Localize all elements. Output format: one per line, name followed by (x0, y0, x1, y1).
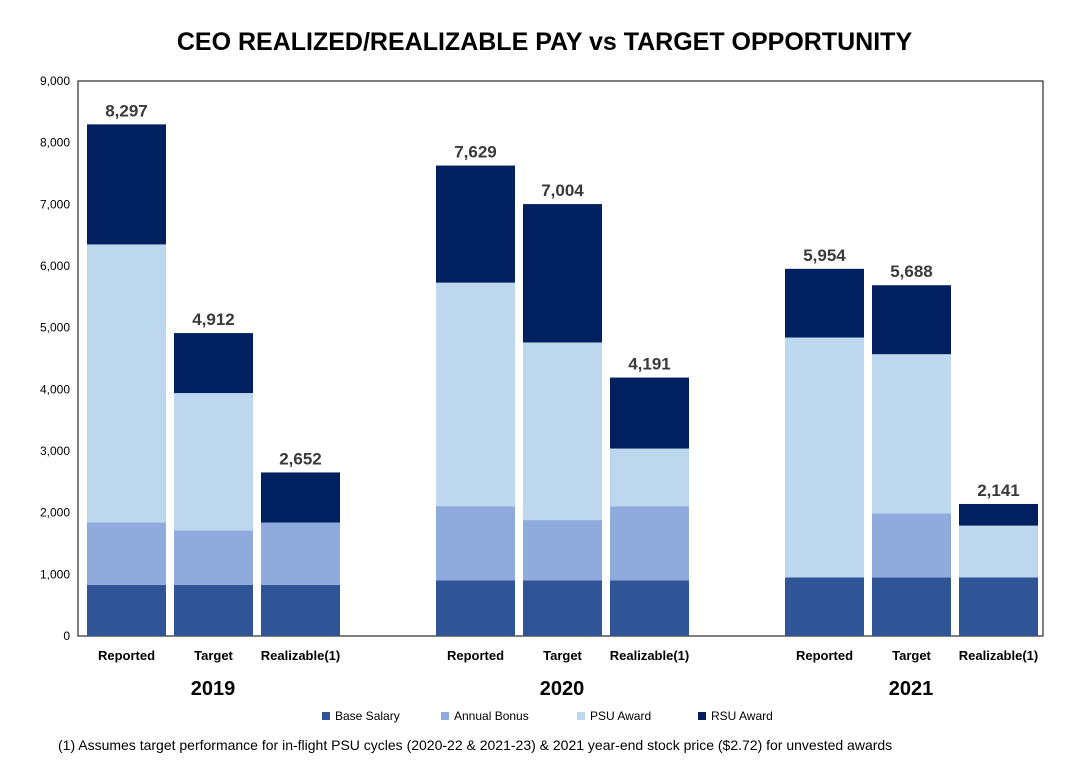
x-group-label: 2021 (889, 678, 934, 700)
chart-title: CEO REALIZED/REALIZABLE PAY vs TARGET OP… (176, 28, 913, 56)
y-tick-label: 1,000 (40, 567, 70, 581)
bar-segment-rsu-award (87, 124, 166, 245)
legend-label: Annual Bonus (454, 709, 529, 723)
bar-segment-rsu-award (436, 165, 515, 283)
bar-total-label: 4,191 (628, 355, 671, 374)
x-category-label: Target (194, 648, 233, 663)
bar-total-label: 5,954 (803, 246, 846, 265)
y-tick-label: 9,000 (40, 74, 70, 88)
x-group-label: 2020 (540, 678, 585, 700)
bar-segment-annual-bonus (87, 522, 166, 585)
bar-segment-psu-award (610, 448, 689, 507)
x-group-label: 2019 (191, 678, 236, 700)
y-tick-label: 4,000 (40, 382, 70, 396)
x-category-label: Realizable(1) (959, 648, 1038, 663)
x-category-label: Reported (98, 648, 155, 663)
bar-segment-psu-award (872, 354, 951, 514)
bar-total-label: 7,629 (454, 143, 497, 162)
bar-total-label: 7,004 (541, 181, 584, 200)
bar-segment-base-salary (87, 584, 166, 636)
bar-segment-psu-award (785, 337, 864, 578)
bar-segment-annual-bonus (174, 530, 253, 585)
legend-item-psu-award: PSU Award (577, 709, 651, 723)
bar-total-label: 4,912 (192, 310, 235, 329)
bar-segment-rsu-award (959, 503, 1038, 526)
y-tick-label: 5,000 (40, 321, 70, 335)
legend-swatch (322, 712, 330, 720)
y-tick-label: 3,000 (40, 444, 70, 458)
legend-label: RSU Award (711, 709, 773, 723)
bar-total-label: 5,688 (890, 262, 933, 281)
legend-swatch (698, 712, 706, 720)
legend-label: PSU Award (590, 709, 652, 723)
bar-total-label: 2,141 (977, 481, 1020, 500)
x-category-label: Realizable(1) (610, 648, 689, 663)
bar-segment-annual-bonus (261, 522, 340, 585)
y-tick-label: 0 (63, 629, 70, 643)
bar-segment-annual-bonus (436, 506, 515, 581)
bar-total-label: 8,297 (105, 101, 148, 120)
bar-segment-base-salary (872, 577, 951, 636)
bar-segment-base-salary (261, 584, 340, 636)
bar-total-label: 2,652 (279, 449, 322, 468)
legend-swatch (577, 712, 585, 720)
bar-segment-rsu-award (261, 472, 340, 523)
y-tick-label: 6,000 (40, 259, 70, 273)
bar-segment-base-salary (610, 580, 689, 636)
bar-segment-annual-bonus (872, 513, 951, 578)
bar-segment-rsu-award (785, 268, 864, 338)
bar-segment-psu-award (959, 525, 1038, 578)
bar-segment-psu-award (174, 393, 253, 531)
footnote: (1) Assumes target performance for in-fl… (58, 737, 893, 753)
bar-segment-psu-award (87, 244, 166, 523)
x-category-label: Target (892, 648, 931, 663)
legend-item-rsu-award: RSU Award (698, 709, 773, 723)
legend-label: Base Salary (335, 709, 400, 723)
legend: Base Salary Annual Bonus PSU Award RSU A… (0, 709, 1089, 725)
bar-segment-annual-bonus (523, 520, 602, 581)
bar-segment-annual-bonus (610, 506, 689, 581)
legend-item-annual-bonus: Annual Bonus (441, 709, 529, 723)
bar-segment-rsu-award (872, 285, 951, 355)
bar-segment-base-salary (785, 577, 864, 636)
bar-segment-psu-award (523, 342, 602, 521)
bar-segment-rsu-award (610, 377, 689, 449)
bar-segment-base-salary (436, 580, 515, 636)
legend-item-base-salary: Base Salary (322, 709, 400, 723)
x-category-label: Realizable(1) (261, 648, 340, 663)
bar-segment-psu-award (436, 282, 515, 507)
y-tick-label: 2,000 (40, 506, 70, 520)
bar-segment-rsu-award (523, 204, 602, 343)
legend-swatch (441, 712, 449, 720)
bar-segment-base-salary (523, 580, 602, 636)
bar-segment-rsu-award (174, 333, 253, 394)
y-tick-label: 8,000 (40, 136, 70, 150)
x-category-label: Target (543, 648, 582, 663)
x-category-label: Reported (796, 648, 853, 663)
y-tick-label: 7,000 (40, 197, 70, 211)
x-category-label: Reported (447, 648, 504, 663)
bar-segment-base-salary (959, 577, 1038, 636)
bar-segment-base-salary (174, 584, 253, 636)
